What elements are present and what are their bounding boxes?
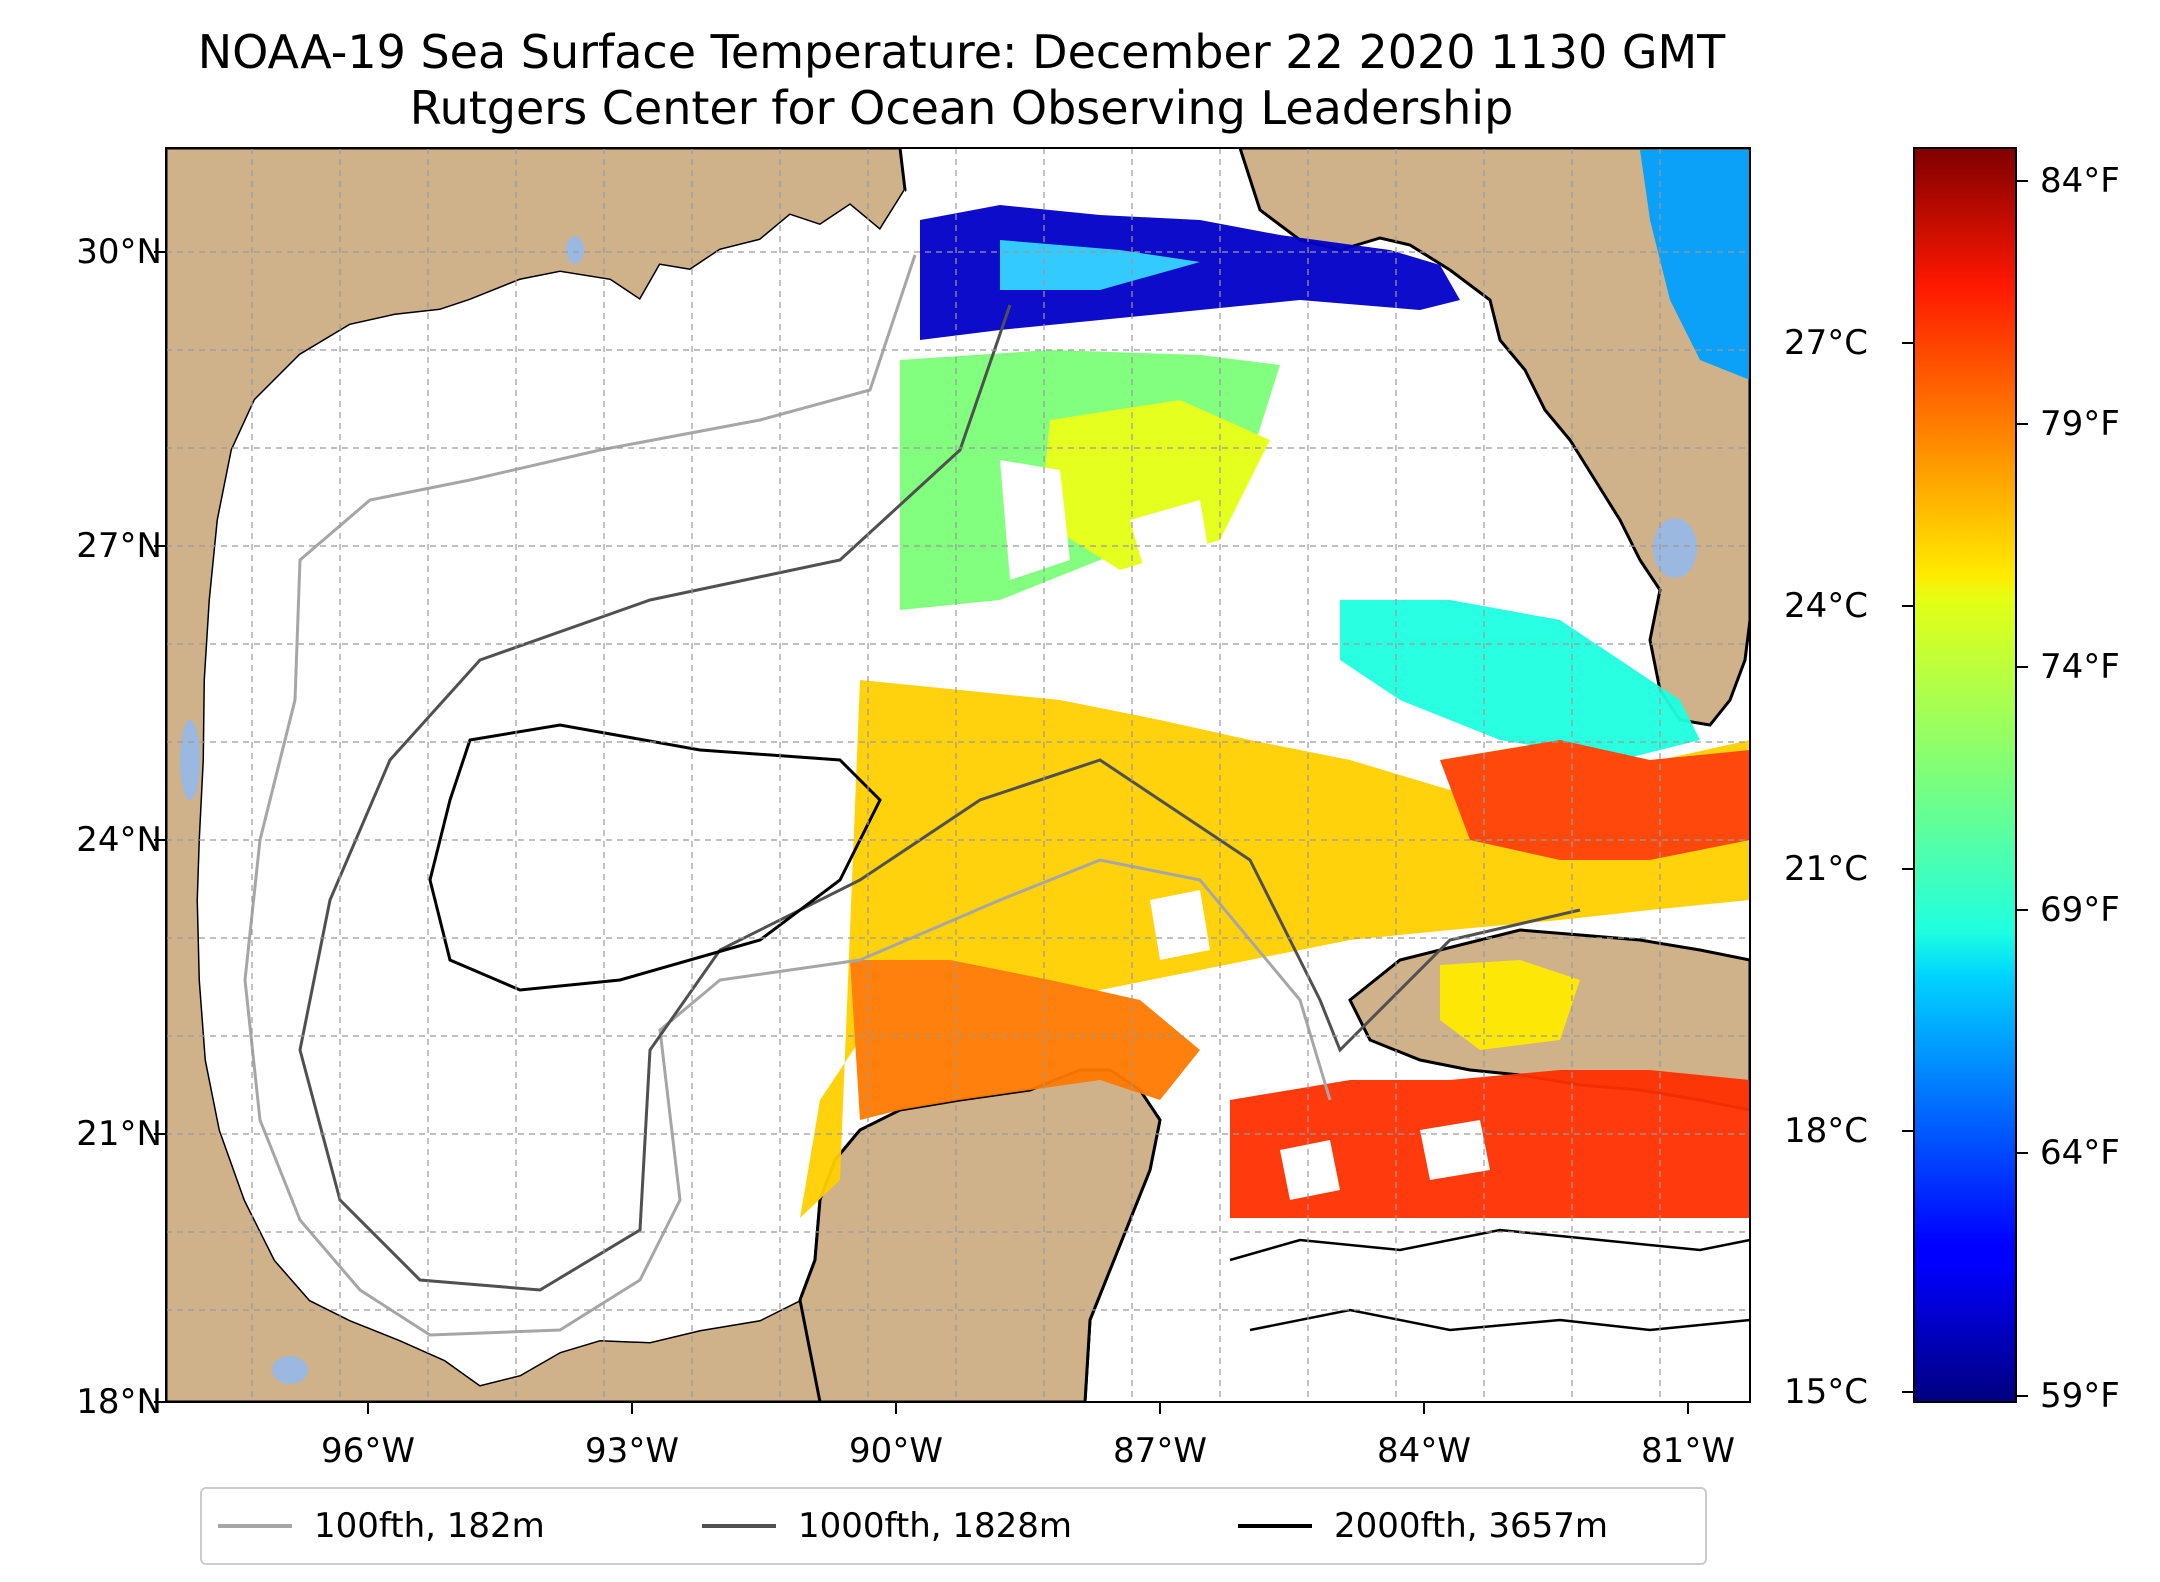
colorbar-ticks [1902,180,2028,1397]
contour-100fth [243,254,1332,1337]
map-frame [165,147,1751,1403]
colorbar-label-79f: 79°F [2040,404,2120,444]
legend-swatch-2000fth [1238,1524,1312,1528]
legend-item-1000fth: 1000fth, 1828m [702,1489,1072,1563]
sst-florida-atlantic [1640,150,1750,380]
lon-label-81w: 81°W [1641,1431,1735,1471]
lat-label-21n: 21°N [76,1114,162,1154]
legend-item-2000fth: 2000fth, 3657m [1238,1489,1608,1563]
map-ticks [154,251,1689,1414]
lat-label-24n: 24°N [76,820,162,860]
lon-label-90w: 90°W [849,1431,943,1471]
map-gridlines [166,148,1750,1402]
colorbar-label-27c: 27°C [1784,323,1869,363]
legend-swatch-1000fth [702,1524,776,1528]
lat-label-27n: 27°N [76,526,162,566]
colorbar-label-24c: 24°C [1784,586,1869,626]
map-area [166,148,1750,1402]
land-florida [1238,148,1750,727]
colorbar-label-59f: 59°F [2040,1376,2120,1416]
lat-label-30n: 30°N [76,232,162,272]
sst-yellow-north [1040,400,1270,570]
lon-label-87w: 87°W [1113,1431,1207,1471]
sst-hot-caribbean [1230,1070,1750,1218]
lat-label-18n: 18°N [76,1382,162,1422]
sst-swath [800,150,1750,1218]
colorbar-label-64f: 64°F [2040,1133,2120,1173]
legend-label-1000fth: 1000fth, 1828m [798,1506,1073,1546]
colorbar-scale [1913,147,2017,1403]
sst-cuba-north [1440,960,1580,1050]
legend-swatch-100fth [218,1524,292,1528]
sst-cloud-gaps-south [1150,890,1490,1200]
colorbar-label-84f: 84°F [2040,161,2120,201]
map-title: NOAA-19 Sea Surface Temperature: Decembe… [197,25,1726,79]
sst-cold-north [920,205,1460,340]
sst-florida-shelf [1340,600,1700,760]
contour-2000fth [428,723,882,992]
lagoon-mexico [180,720,200,800]
legend-label-100fth: 100fth, 182m [314,1506,545,1546]
lon-label-84w: 84°W [1377,1431,1471,1471]
colorbar-label-69f: 69°F [2040,890,2120,930]
legend-label-2000fth: 2000fth, 3657m [1334,1506,1609,1546]
colorbar-label-74f: 74°F [2040,647,2120,687]
contour-2000fth-south [1229,1228,1750,1332]
lon-label-96w: 96°W [321,1431,415,1471]
sst-cloud-gaps [1000,460,1210,590]
colorbar-label-15c: 15°C [1784,1372,1869,1412]
colorbar-label-18c: 18°C [1784,1111,1869,1151]
contour-1000fth [298,304,1581,1292]
sst-hot-loop [1440,740,1750,860]
lake-okeechobee [1653,518,1697,578]
map-subtitle: Rutgers Center for Ocean Observing Leade… [409,81,1514,135]
lake-texas [566,236,584,264]
legend-item-100fth: 100fth, 182m [218,1489,545,1563]
colorbar-label-21c: 21°C [1784,849,1869,889]
contour-legend: 100fth, 182m 1000fth, 1828m 2000fth, 365… [200,1487,1707,1565]
lake-veracruz [272,1356,308,1384]
lon-label-93w: 93°W [585,1431,679,1471]
sst-orange-yucatan [850,960,1200,1120]
